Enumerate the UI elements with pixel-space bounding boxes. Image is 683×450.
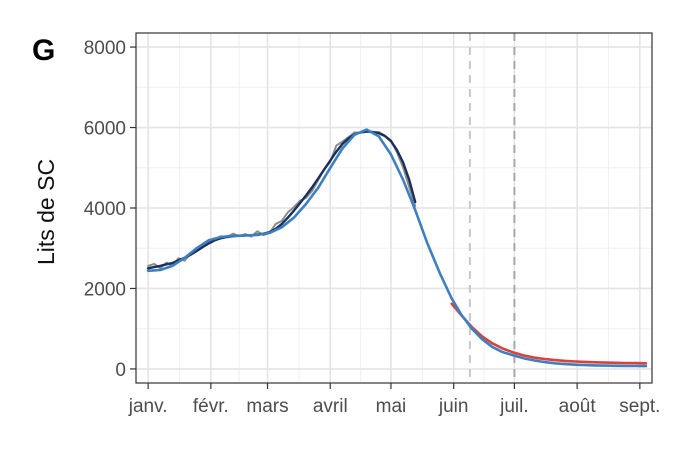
y-tick-label: 6000 <box>84 119 126 140</box>
axis-ticks <box>130 46 641 389</box>
x-tick-label: mai <box>376 396 407 417</box>
x-tick-label: janv. <box>128 396 168 417</box>
x-tick-label: juin <box>438 396 469 417</box>
y-axis-title: Lits de SC <box>33 159 59 265</box>
x-tick-label: févr. <box>193 396 229 417</box>
tick-labels: 0 2000 4000 6000 8000 janv. févr. mars avril mai j… <box>84 38 661 417</box>
series-line-4 <box>146 128 648 368</box>
x-tick-label: mars <box>246 396 288 417</box>
y-tick-label: 4000 <box>84 199 126 220</box>
x-tick-label: avril <box>313 396 348 417</box>
x-tick-label: août <box>559 396 597 417</box>
x-tick-label: juil. <box>499 396 529 417</box>
panel-label: G <box>32 34 55 67</box>
reference-lines <box>468 33 516 383</box>
series-layer <box>146 128 648 368</box>
y-tick-label: 8000 <box>84 38 126 59</box>
series-line-3 <box>450 302 648 365</box>
x-tick-label: sept. <box>619 396 660 417</box>
y-tick-label: 2000 <box>84 279 126 300</box>
y-tick-label: 0 <box>115 360 126 381</box>
